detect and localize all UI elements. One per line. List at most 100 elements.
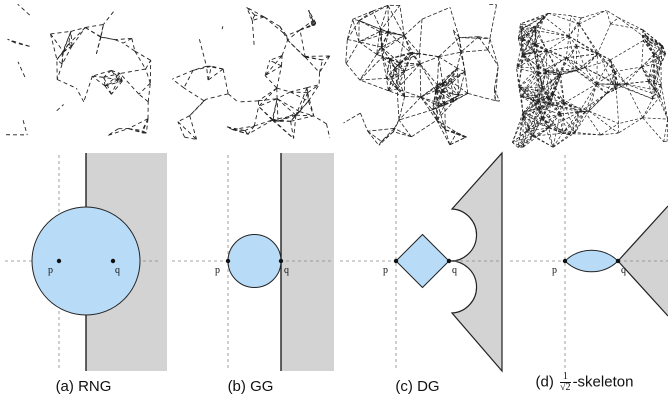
graph-edge [399, 53, 420, 64]
graph-edge [521, 66, 539, 97]
graph-edge [576, 53, 598, 71]
graph-edge [394, 67, 405, 97]
graph-edge [545, 57, 567, 72]
gg-point-p [225, 258, 231, 264]
graph-edge [625, 83, 644, 118]
gg-diagram: p q [172, 153, 334, 371]
skeleton-wedge-lower-edge [617, 260, 668, 317]
graph-edge [450, 80, 469, 94]
graph-edge [512, 142, 524, 148]
graph-edge [394, 128, 412, 138]
graph-edge [564, 102, 580, 113]
graph-edge [522, 26, 537, 39]
graph-edge [76, 87, 85, 103]
graph-edge [104, 80, 123, 87]
graph-edge [449, 7, 460, 38]
graph-edge [307, 92, 315, 117]
graph-edge [122, 38, 133, 44]
graph-edge [420, 96, 445, 106]
graph-edge [541, 102, 565, 119]
graph-edge [545, 71, 565, 104]
graph-edge [177, 115, 190, 123]
graph-edge [522, 43, 536, 55]
graph-edge [517, 38, 523, 55]
graph-edge [600, 123, 619, 136]
graph-edge [442, 71, 466, 84]
graph-edge [222, 68, 229, 94]
graph-edge [393, 119, 400, 132]
graph-edge [588, 110, 619, 124]
graph-edge [641, 66, 649, 82]
graph-edge [147, 83, 151, 102]
graph-edge [398, 96, 405, 121]
graph-edge [367, 130, 380, 146]
graph-edge [92, 69, 112, 77]
graph-edge [442, 67, 458, 84]
graph-edge [111, 80, 123, 95]
graph-edge [404, 53, 414, 72]
graph-edge [560, 67, 585, 76]
graph-edge [614, 71, 619, 85]
caption-d-numerator: 1 [560, 372, 571, 383]
graph-edge [419, 53, 421, 65]
skeleton-diagram: p q [510, 155, 668, 370]
graph-edge [535, 43, 548, 52]
graph-edge [660, 84, 668, 120]
graph-edge [382, 56, 390, 60]
dg-diagram: p q [340, 151, 503, 373]
graph-edge [625, 66, 642, 85]
graph-edge [597, 53, 611, 61]
graph-edge [442, 90, 460, 96]
graph-edge [654, 84, 662, 91]
graph-edge [517, 131, 528, 148]
graph-edge [103, 73, 121, 78]
graph-edge [359, 54, 378, 81]
graph-edge [526, 100, 534, 132]
graph-edge [306, 84, 320, 89]
graph-edge [643, 40, 654, 55]
graph-edge [398, 96, 422, 121]
graph-edge [518, 86, 550, 99]
graph-edge [541, 118, 554, 148]
graph-edge [565, 36, 570, 58]
graph-edge [103, 70, 112, 78]
graph-edge [438, 51, 461, 58]
graph-edge [576, 70, 607, 94]
graph-edge [449, 132, 458, 145]
graph-edge [449, 137, 466, 146]
graph-edge [258, 98, 278, 107]
graph-edge [584, 93, 607, 113]
graph-edge [453, 94, 460, 102]
graph-edge [606, 89, 616, 94]
graph-edge [299, 92, 309, 112]
skeleton-point-q [615, 258, 621, 264]
graph-edge [388, 32, 411, 53]
graph-edge [517, 117, 524, 148]
graph-edge [237, 100, 259, 103]
graph-edge [388, 79, 393, 91]
graph-edge [535, 43, 567, 59]
graph-edge [251, 20, 255, 45]
graph-edge [437, 84, 439, 106]
graph-edge [520, 23, 535, 52]
graph-edge [386, 67, 396, 79]
graph-edge [444, 93, 468, 106]
graph-edge [398, 119, 412, 138]
graph-edge [396, 62, 401, 89]
graph-edge [287, 29, 301, 41]
graph-edge [532, 100, 543, 119]
graph-edge [419, 63, 422, 98]
graph-edge [290, 91, 308, 94]
graph-edge [378, 131, 394, 146]
graph-edge [516, 67, 539, 74]
graph-edge [359, 77, 387, 81]
skeleton-label-p: p [552, 265, 557, 276]
graph-edge [435, 90, 438, 121]
caption-d-fraction: 1 √2 [560, 372, 571, 393]
graph-edge [548, 103, 551, 128]
graph-edge [367, 130, 382, 142]
graph-edge [521, 96, 524, 118]
graph-edge [437, 84, 446, 106]
skeleton-sample-graph [512, 9, 668, 148]
graph-edge [56, 59, 63, 65]
